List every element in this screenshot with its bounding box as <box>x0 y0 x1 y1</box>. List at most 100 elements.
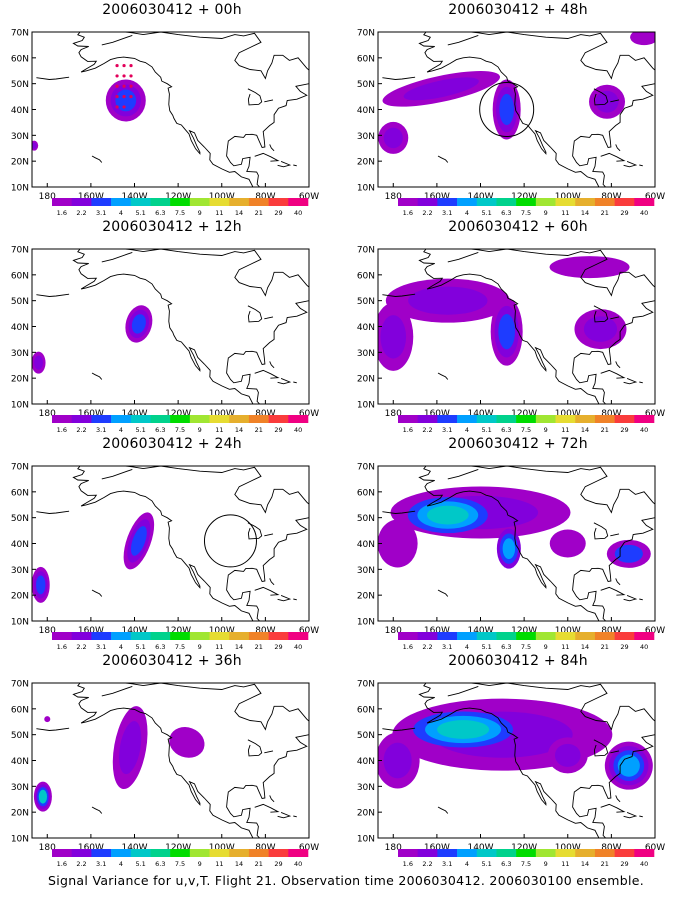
variance-contour <box>595 90 619 113</box>
colorbar-label: 2.2 <box>76 426 86 433</box>
colorbar-swatch <box>111 849 132 857</box>
colorbar-label: 5.1 <box>481 643 491 650</box>
lat-tick-label: 20N <box>357 375 375 385</box>
lat-tick-label: 40N <box>357 757 375 767</box>
lat-tick-label: 60N <box>11 271 29 281</box>
colorbar-label: 11 <box>561 426 569 433</box>
colorbar-swatch <box>91 849 112 857</box>
lon-tick-label: 80W <box>255 843 275 853</box>
colorbar-swatch <box>170 632 191 640</box>
lat-tick-label: 20N <box>11 375 29 385</box>
colorbar-label: 2.2 <box>422 426 432 433</box>
lat-tick-label: 30N <box>357 783 375 793</box>
colorbar-label: 7.5 <box>175 643 185 650</box>
lon-tick-label: 140W <box>467 843 493 853</box>
colorbar-label: 2.2 <box>422 209 432 216</box>
lat-tick-label: 70N <box>11 29 29 39</box>
colorbar-swatch <box>634 415 655 423</box>
colorbar-label: 21 <box>255 209 263 216</box>
colorbar-swatch <box>476 632 497 640</box>
colorbar-swatch <box>288 849 309 857</box>
coastline <box>593 88 609 106</box>
coastline <box>639 598 643 601</box>
coastline <box>610 316 620 320</box>
variance-contour <box>380 315 407 359</box>
colorbar-label: 9 <box>544 209 548 216</box>
colorbar-label: 14 <box>235 643 243 650</box>
colorbar-swatch <box>457 849 478 857</box>
lon-tick-label: 180 <box>385 192 402 202</box>
colorbar-swatch <box>516 198 537 206</box>
colorbar-label: 5.1 <box>135 426 145 433</box>
colorbar-swatch <box>288 415 309 423</box>
colorbar-swatch <box>71 415 92 423</box>
panel-title: 2006030412 + 48h <box>448 2 588 18</box>
colorbar-swatch <box>457 632 478 640</box>
lat-tick-label: 70N <box>357 29 375 39</box>
colorbar-swatch <box>555 849 576 857</box>
lat-tick-label: 30N <box>11 783 29 793</box>
colorbar-swatch <box>516 632 537 640</box>
colorbar-swatch <box>150 632 171 640</box>
colorbar-swatch <box>555 415 576 423</box>
colorbar-label: 14 <box>581 426 589 433</box>
coastline <box>600 586 626 596</box>
colorbar-label: 1.6 <box>403 860 413 867</box>
colorbar-swatch <box>417 632 438 640</box>
coastline <box>418 249 600 404</box>
coastline <box>437 806 449 814</box>
colorbar-swatch <box>268 415 289 423</box>
colorbar-label: 3.1 <box>96 426 106 433</box>
colorbar-swatch <box>170 198 191 206</box>
coastline <box>382 510 416 514</box>
colorbar-label: 5.1 <box>135 643 145 650</box>
colorbar-label: 2.2 <box>76 209 86 216</box>
coastline <box>593 522 609 540</box>
coastline <box>418 683 600 838</box>
colorbar-label: 14 <box>581 643 589 650</box>
colorbar-label: 11 <box>215 643 223 650</box>
lat-tick-label: 40N <box>11 540 29 550</box>
colorbar-swatch <box>496 198 517 206</box>
lon-tick-label: 60W <box>645 843 665 853</box>
coastline <box>269 795 275 803</box>
lon-tick-label: 60W <box>299 843 319 853</box>
variance-map: 70N 60N 50N 40N 30N 20N 10N 180 160W 140W 120W 100W… <box>11 29 319 217</box>
colorbar-label: 11 <box>215 426 223 433</box>
colorbar-label: 1.6 <box>403 643 413 650</box>
lat-tick-label: 70N <box>357 246 375 256</box>
colorbar-swatch <box>594 632 615 640</box>
coastline <box>600 803 626 813</box>
lon-tick-label: 140W <box>121 409 147 419</box>
colorbar-label: 5.1 <box>481 209 491 216</box>
colorbar-swatch <box>398 849 418 857</box>
lon-tick-label: 160W <box>78 192 104 202</box>
variance-map: 70N 60N 50N 40N 30N 20N 10N 180 160W 140W 120W 100W… <box>11 463 319 651</box>
observation-point <box>115 105 119 109</box>
lat-tick-label: 10N <box>357 835 375 845</box>
lon-tick-label: 120W <box>511 192 537 202</box>
colorbar-label: 21 <box>601 426 609 433</box>
colorbar-label: 9 <box>198 209 202 216</box>
observation-point <box>115 94 119 99</box>
lon-tick-label: 80W <box>601 626 621 636</box>
colorbar-swatch <box>398 415 418 423</box>
coastline <box>247 305 263 323</box>
coastline <box>639 381 643 384</box>
colorbar-swatch <box>594 849 615 857</box>
lat-tick-label: 50N <box>357 514 375 524</box>
coastline <box>264 533 274 537</box>
lat-tick-label: 10N <box>357 401 375 411</box>
colorbar-swatch <box>496 849 517 857</box>
coastline <box>254 369 280 379</box>
colorbar-label: 40 <box>640 643 648 650</box>
colorbar-label: 11 <box>215 860 223 867</box>
colorbar-label: 11 <box>215 209 223 216</box>
coastline <box>623 377 638 385</box>
lat-tick-label: 60N <box>357 488 375 498</box>
coastline <box>382 76 416 80</box>
coastline <box>247 739 263 757</box>
coastline <box>426 32 655 187</box>
variance-contour <box>617 754 640 777</box>
lon-tick-label: 100W <box>555 409 581 419</box>
